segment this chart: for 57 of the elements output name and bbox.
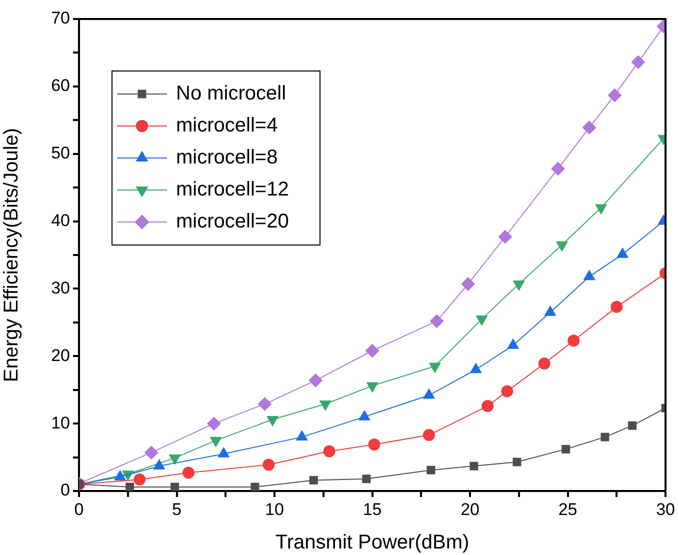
legend-label: microcell=20 (176, 210, 289, 233)
x-tick-label: 25 (558, 500, 578, 519)
x-tick-label: 0 (74, 500, 84, 519)
point (600, 432, 610, 442)
x-tick-label: 20 (460, 500, 480, 519)
y-tick-label: 40 (51, 210, 70, 230)
point (610, 300, 623, 313)
point (501, 385, 514, 398)
point (368, 438, 380, 450)
point (470, 462, 478, 470)
point (250, 482, 260, 491)
point (182, 466, 194, 479)
y-tick-label: 20 (51, 346, 70, 365)
point (562, 444, 570, 454)
x-tick-label: 10 (265, 500, 284, 519)
point (309, 476, 318, 484)
point (482, 400, 494, 412)
point (170, 482, 180, 491)
y-tick-label: 70 (51, 8, 70, 28)
x-axis-title: Transmit Power(dBm) (275, 532, 470, 554)
y-tick-label: 30 (51, 278, 70, 298)
point (430, 314, 444, 328)
y-tick-label: 50 (51, 144, 70, 163)
legend-label: No microcell (176, 82, 286, 105)
point (422, 429, 435, 442)
point (568, 334, 580, 347)
point (365, 344, 380, 358)
point (538, 358, 550, 370)
point (631, 55, 646, 70)
x-tick-label: 15 (362, 500, 382, 519)
point (461, 276, 476, 291)
x-tick-label: 30 (656, 500, 676, 519)
point (144, 446, 158, 460)
point (498, 230, 512, 244)
x-tick-label: 5 (172, 500, 182, 519)
point (308, 373, 323, 388)
point (426, 466, 436, 474)
point (512, 280, 525, 291)
y-tick-label: 0 (60, 480, 70, 500)
point (362, 474, 371, 484)
point (628, 421, 637, 430)
point (258, 397, 272, 412)
point (512, 458, 522, 466)
legend-label: microcell=8 (176, 146, 278, 169)
point (608, 88, 622, 102)
point (582, 120, 596, 135)
y-tick-label: 10 (51, 413, 70, 432)
y-tick-label: 60 (51, 76, 70, 96)
legend-label: microcell=4 (176, 114, 278, 137)
point (206, 416, 221, 431)
legend-label: microcell=12 (176, 178, 289, 201)
point (134, 474, 146, 486)
point (126, 482, 134, 491)
point (262, 458, 275, 471)
point (323, 445, 336, 458)
point (551, 162, 566, 176)
y-axis-title: Energy Efficiency(Bits/Joule) (0, 128, 23, 382)
